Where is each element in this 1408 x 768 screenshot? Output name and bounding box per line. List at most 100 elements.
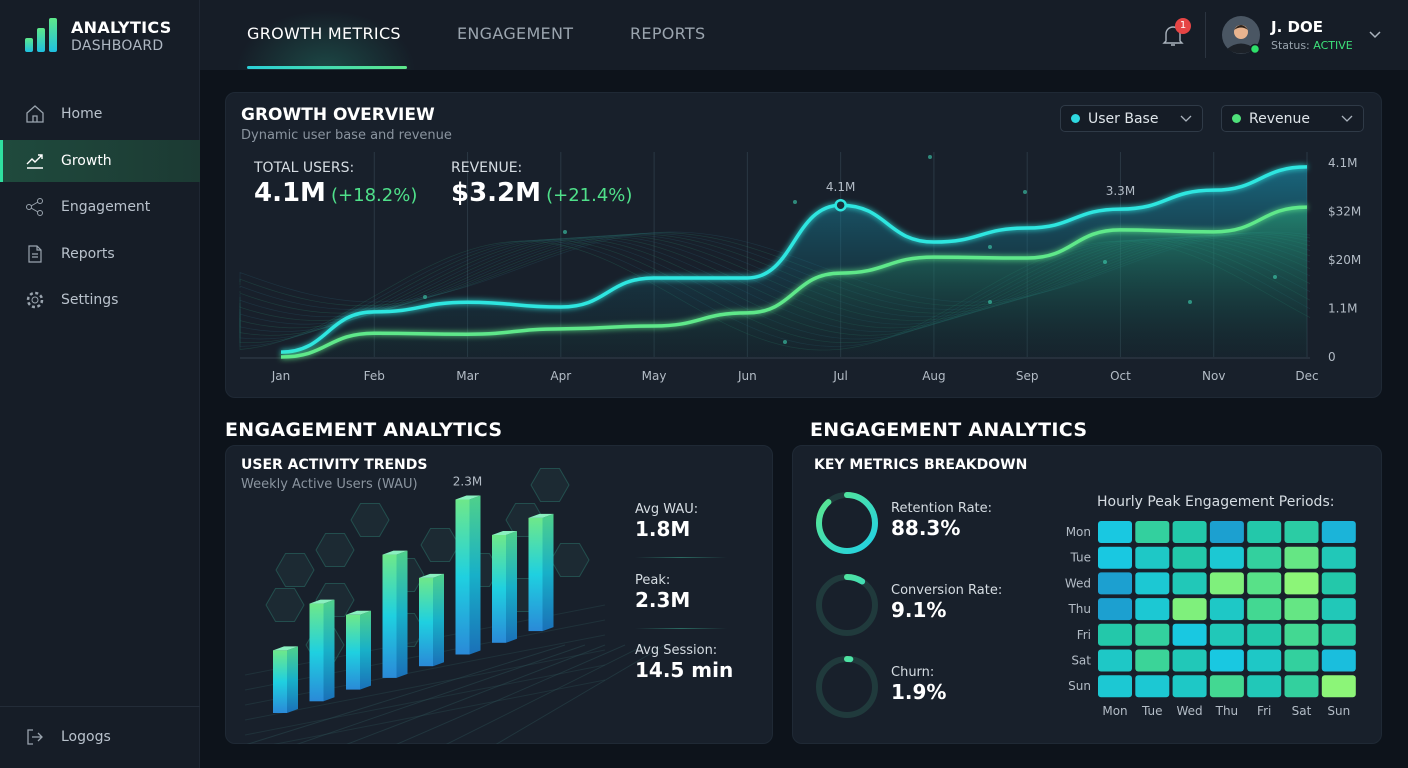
bar-top <box>273 646 298 651</box>
decorative-particle <box>1188 300 1192 304</box>
user-base-legend-dot <box>1071 114 1080 123</box>
donut-track <box>816 574 878 636</box>
heatmap-cell <box>1321 623 1356 646</box>
x-tick-label: Feb <box>364 369 385 383</box>
bar-front <box>273 650 287 713</box>
series-line-revenue <box>280 205 1308 359</box>
heatmap-cell <box>1098 572 1132 595</box>
decorative-particle <box>783 340 787 344</box>
bar-front <box>346 614 360 690</box>
logout-button[interactable]: Logogs <box>0 716 200 758</box>
heatmap-cell <box>1247 598 1282 621</box>
heatmap-row-label: Mon <box>1066 525 1091 539</box>
heatmap-row-label: Tue <box>1070 551 1092 565</box>
data-label: 3.3M <box>1106 184 1135 198</box>
bar-top <box>492 530 517 535</box>
x-tick-label: Mar <box>456 369 479 383</box>
x-tick-label: Jul <box>832 369 847 383</box>
heatmap-cell <box>1135 623 1170 646</box>
revenue-label: REVENUE: <box>451 160 523 176</box>
heatmap-cell <box>1209 649 1244 672</box>
y-tick-label: 1.1M <box>1328 302 1357 316</box>
decorative-particle <box>1023 190 1027 194</box>
trend-icon <box>26 154 43 169</box>
metric-label: Retention Rate: <box>891 501 993 516</box>
bar-side <box>469 495 481 655</box>
divider <box>0 706 200 707</box>
heatmap-cell <box>1284 598 1319 621</box>
sidebar-item-home[interactable]: Home <box>0 93 200 135</box>
bar-front <box>455 499 470 655</box>
bar-front <box>382 554 397 678</box>
avatar[interactable] <box>1222 16 1262 56</box>
revenue-legend-dot <box>1232 114 1241 123</box>
wau-bar <box>455 495 481 655</box>
wau-bar-chart: 2.3M <box>244 468 666 744</box>
heatmap-cell <box>1135 521 1170 543</box>
decorative-particle <box>988 245 992 249</box>
status-label: Status: <box>1271 39 1310 52</box>
chevron-down-icon[interactable] <box>1368 30 1382 40</box>
heatmap-col-label: Wed <box>1177 704 1203 718</box>
user-base-filter-dropdown[interactable]: User Base <box>1060 105 1203 132</box>
heatmap-col-label: Fri <box>1257 704 1271 718</box>
activity-subtitle: Weekly Active Users (WAU) <box>241 477 418 492</box>
heatmap-col-label: Mon <box>1102 704 1127 718</box>
bar-front <box>528 517 543 632</box>
decorative-particle <box>988 300 992 304</box>
stat-label: Avg WAU: <box>635 502 699 517</box>
heatmap-cell <box>1247 572 1282 595</box>
decorative-particle <box>1273 275 1277 279</box>
heatmap-title: Hourly Peak Engagement Periods: <box>1097 494 1335 510</box>
wau-bar <box>273 646 298 713</box>
y-tick-label: 4.1M <box>1328 156 1357 170</box>
bar-front <box>492 534 506 643</box>
heatmap-cell <box>1284 521 1319 543</box>
revenue-filter-dropdown[interactable]: Revenue <box>1221 105 1364 132</box>
x-tick-label: Dec <box>1295 369 1318 383</box>
tab-reports[interactable]: REPORTS <box>630 24 706 43</box>
sidebar-item-label: Settings <box>61 292 119 308</box>
peak-data-label: 2.3M <box>453 475 482 489</box>
bar-top <box>309 599 335 604</box>
revenue-change: (+21.4%) <box>546 185 633 206</box>
heatmap-cell <box>1247 623 1282 646</box>
decorative-hexagon <box>530 468 570 502</box>
heatmap-cell <box>1098 546 1132 569</box>
heatmap-cell <box>1284 649 1319 672</box>
heatmap-cell <box>1135 546 1170 569</box>
wau-bar <box>346 610 371 690</box>
metric-conversion: Conversion Rate: 9.1% <box>891 583 1002 622</box>
heatmap-cell <box>1209 572 1244 595</box>
heatmap-cell <box>1172 572 1207 595</box>
divider <box>635 557 727 558</box>
heatmap-cell <box>1172 649 1207 672</box>
heatmap-col-label: Tue <box>1141 704 1163 718</box>
series-line-user-base <box>280 165 1308 354</box>
sidebar-item-growth[interactable]: Growth <box>0 140 200 182</box>
bar-side <box>396 550 408 678</box>
tab-engagement[interactable]: ENGAGEMENT <box>457 24 574 43</box>
heatmap-cell <box>1321 675 1356 698</box>
decorative-particle <box>928 155 932 159</box>
sidebar-item-reports[interactable]: Reports <box>0 233 200 275</box>
logout-label: Logogs <box>61 729 111 745</box>
donut-track <box>816 656 878 718</box>
total-users-kpi: 4.1M (+18.2%) <box>254 178 417 208</box>
grid-line <box>244 664 606 736</box>
bar-top <box>382 550 408 555</box>
heatmap-cell <box>1209 521 1244 543</box>
bar-top <box>455 495 481 500</box>
grid-line <box>244 649 606 721</box>
heatmap-cell <box>1172 546 1207 569</box>
stat-value: 14.5 min <box>635 658 734 682</box>
heatmap-cell <box>1172 598 1207 621</box>
heatmap-cell <box>1247 675 1282 698</box>
total-users-change: (+18.2%) <box>331 185 418 206</box>
heatmap-cell <box>1321 572 1356 595</box>
sidebar-item-engagement[interactable]: Engagement <box>0 186 200 228</box>
heatmap-cell <box>1284 623 1319 646</box>
dropdown-label: Revenue <box>1249 110 1310 127</box>
tab-growth-metrics[interactable]: GROWTH METRICS <box>247 24 401 43</box>
sidebar-item-settings[interactable]: Settings <box>0 279 200 321</box>
